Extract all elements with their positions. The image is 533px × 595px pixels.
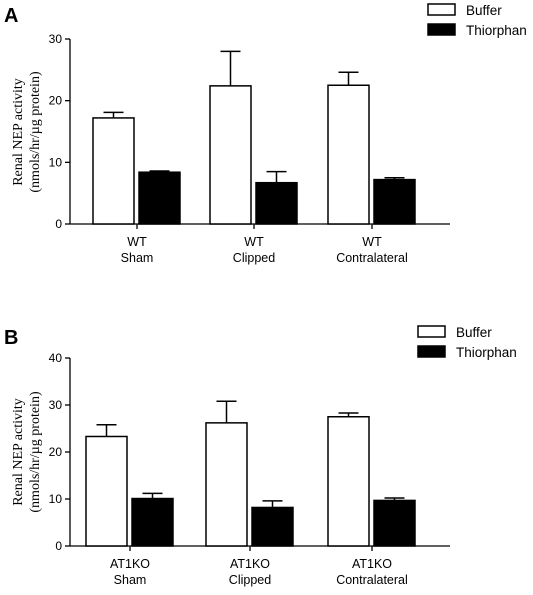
y-axis-label-line: Renal NEP activity [11,398,26,506]
legend-swatch [427,3,456,16]
y-tick-label: 10 [49,155,63,169]
legend-swatch [417,325,446,338]
bars-b [85,400,416,547]
category-label: WT [244,235,264,249]
panel-a: A Buffer Thiorphan Renal NEP activity (nmo… [4,3,527,265]
y-tick-label: 0 [55,539,62,553]
bars-a [92,50,416,225]
category-label: WT [362,235,382,249]
category-labels-a: WT Sham WT Clipped WT Contralateral [121,235,408,265]
legend-b: Buffer Thiorphan [417,325,517,360]
category-label: Clipped [233,251,275,265]
legend-label: Thiorphan [466,23,527,38]
category-label: AT1KO [110,557,150,571]
bar [209,85,252,225]
category-label: Contralateral [336,251,408,265]
y-tick-label: 30 [49,398,63,412]
panel-letter-a: A [4,5,18,27]
bar [205,422,248,547]
panel-b: B Buffer Thiorphan Renal NEP activity (nmo… [4,325,517,587]
category-label: Contralateral [336,573,408,587]
bar [92,117,135,225]
y-tick-label: 0 [55,217,62,231]
category-label: AT1KO [230,557,270,571]
bar [138,171,181,225]
category-labels-b: AT1KO Sham AT1KO Clipped AT1KO Contralateral [110,557,408,587]
y-axis-label-line: (nmols/hr/µg protein) [28,71,43,193]
panel-letter-b: B [4,327,18,349]
legend-label: Buffer [466,3,502,18]
category-label: Clipped [229,573,271,587]
y-axis-label-line: Renal NEP activity [11,78,26,186]
category-label: WT [127,235,147,249]
y-axis-label-b: Renal NEP activity (nmols/hr/µg protein) [11,391,43,513]
legend-swatch [417,345,446,358]
bar [373,178,416,225]
category-label: Sham [114,573,147,587]
legend-a: Buffer Thiorphan [427,3,527,38]
bar [85,435,128,547]
bar [255,181,298,225]
legend-label: Thiorphan [456,345,517,360]
bar [327,416,370,547]
y-axis-label-a: Renal NEP activity (nmols/hr/µg protein) [11,71,43,193]
legend-label: Buffer [456,325,492,340]
legend-swatch [427,23,456,36]
y-tick-label: 20 [49,445,63,459]
bar [373,499,416,547]
bar [251,506,294,547]
bar [327,84,370,225]
y-tick-label: 10 [49,492,63,506]
y-tick-label: 30 [49,32,63,46]
bar [131,497,174,547]
category-label: AT1KO [352,557,392,571]
y-tick-label: 20 [49,94,63,108]
category-label: Sham [121,251,154,265]
y-tick-label: 40 [49,351,63,365]
y-axis-label-line: (nmols/hr/µg protein) [28,391,43,513]
